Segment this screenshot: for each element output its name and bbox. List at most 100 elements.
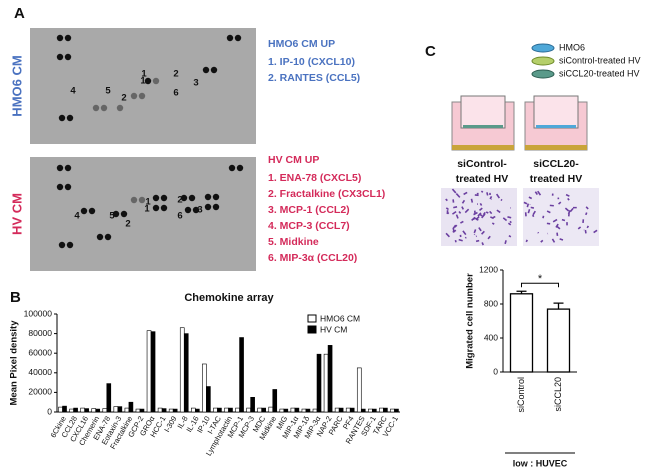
cell-stain <box>452 210 457 215</box>
spot <box>184 206 192 214</box>
legend-label: HMO6 CM <box>320 313 360 323</box>
bar <box>268 406 274 413</box>
bar <box>246 407 251 413</box>
spot <box>56 34 64 42</box>
bar <box>235 407 240 413</box>
spot <box>120 210 128 218</box>
bar <box>239 337 244 413</box>
bar <box>146 330 152 413</box>
cell-stain <box>504 240 507 245</box>
cell-stain <box>509 220 512 224</box>
cell-stain <box>525 239 528 243</box>
bar <box>509 293 534 373</box>
cell-stain <box>584 229 587 234</box>
cell-stain <box>495 193 501 199</box>
cell-stain <box>508 235 512 238</box>
cell-stain <box>523 201 528 205</box>
list-heading: HMO6 CM UP <box>268 38 335 50</box>
cell-stain <box>491 222 495 225</box>
cell-stain <box>564 207 570 212</box>
cell-stain <box>464 236 467 239</box>
bar <box>80 407 85 413</box>
bar <box>168 408 174 413</box>
cell-stain <box>551 238 556 243</box>
cell-stain <box>479 207 483 211</box>
cell-icon <box>531 56 555 66</box>
spot <box>152 204 160 212</box>
cell-stain <box>486 192 489 196</box>
cell-stain <box>585 212 588 216</box>
bar <box>117 406 123 413</box>
spot <box>152 194 160 202</box>
spot <box>100 104 108 112</box>
cell-stain <box>478 227 482 232</box>
cell-stain <box>530 206 535 209</box>
spot <box>226 34 234 42</box>
spot <box>92 104 100 112</box>
cell-stain <box>452 228 455 233</box>
cell-icon <box>531 43 555 53</box>
cell-stain <box>475 216 480 221</box>
bar <box>250 396 255 413</box>
panel-label: B <box>10 289 21 306</box>
bar <box>368 408 373 413</box>
spot <box>130 196 138 204</box>
list-item: 5. Midkine <box>268 236 319 248</box>
cell-stain <box>451 188 457 194</box>
bar <box>383 407 388 413</box>
list-item: 4. MCP-3 (CCL7) <box>268 220 350 232</box>
y-tick-label: 800 <box>484 298 498 308</box>
cell-stain <box>532 214 535 218</box>
bar <box>128 401 134 413</box>
spot-label: 6 <box>177 211 182 222</box>
bar <box>323 353 329 413</box>
y-tick-label: 40000 <box>28 367 52 377</box>
spot <box>80 207 88 215</box>
cell-stain <box>577 226 582 230</box>
spot <box>64 183 72 191</box>
bar <box>312 408 318 413</box>
cell-stain <box>561 218 566 222</box>
bar <box>316 353 322 413</box>
y-axis-label: Migrated cell number <box>465 273 476 369</box>
cell-stain <box>567 209 571 215</box>
cell-stain <box>492 215 496 219</box>
cell-stain <box>527 209 531 214</box>
caption: siControl- <box>457 158 507 170</box>
panel-label: C <box>425 43 436 60</box>
spot-label: 1 <box>141 69 147 80</box>
cell-stain <box>475 239 480 243</box>
cell-stain <box>464 208 470 214</box>
bar <box>546 308 571 373</box>
spot-label: 5 <box>109 211 115 222</box>
legend-label: siCCL20-treated HV <box>559 68 640 78</box>
bar <box>91 408 97 413</box>
bar <box>206 386 211 413</box>
list-item: 1. ENA-78 (CXCL5) <box>268 172 361 184</box>
spot <box>160 194 168 202</box>
bar <box>58 406 63 413</box>
bar <box>95 408 101 413</box>
array-image <box>30 28 256 144</box>
bar <box>224 407 229 413</box>
bar <box>261 407 266 413</box>
caption: treated HV <box>456 173 509 185</box>
cell-stain <box>481 213 486 219</box>
cell-stain <box>452 224 457 230</box>
spot <box>66 114 74 122</box>
spot <box>64 53 72 61</box>
y-tick-label: 1200 <box>479 264 498 274</box>
spot-label: 2 <box>121 93 126 104</box>
y-tick-label: 0 <box>493 366 498 376</box>
bar <box>379 407 384 413</box>
bar <box>113 406 119 413</box>
bar <box>334 407 340 413</box>
spot <box>180 194 188 202</box>
bar <box>191 407 196 413</box>
cell-stain <box>445 207 449 211</box>
cell-stain <box>569 207 574 213</box>
y-tick-label: 20000 <box>28 387 52 397</box>
x-tick-label: siCCL20 <box>553 377 563 412</box>
cell-stain <box>480 190 484 193</box>
spot <box>192 206 200 214</box>
